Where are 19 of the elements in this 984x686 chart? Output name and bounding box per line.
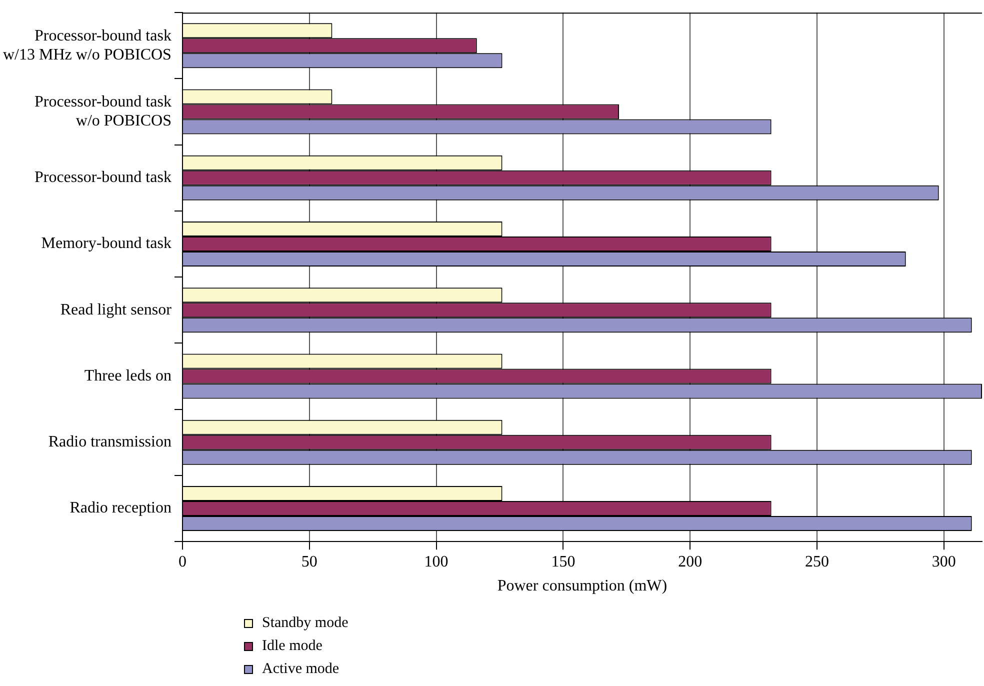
x-tick-label: 250 <box>805 553 830 570</box>
x-tick-label: 300 <box>932 553 956 570</box>
x-tick-label: 0 <box>178 553 186 570</box>
legend-label: Idle mode <box>262 637 322 656</box>
y-tick-label: Three leds on <box>84 367 172 384</box>
x-tick-label: 150 <box>551 553 576 570</box>
y-tick-label: Radio transmission <box>48 434 172 451</box>
x-tick-label: 100 <box>424 553 448 570</box>
y-tick-label: Processor-bound task <box>34 169 172 186</box>
x-tick-label: 50 <box>301 553 318 570</box>
y-tick-label: Memory-bound task <box>41 235 172 252</box>
y-tick-label: Processor-bound task w/o POBICOS <box>34 93 172 130</box>
x-axis-title: Power consumption (mW) <box>497 578 668 595</box>
y-tick-label: Radio reception <box>70 500 172 517</box>
y-tick-label: Read light sensor <box>60 301 172 318</box>
x-tick-label: 200 <box>678 553 702 570</box>
y-tick-label: Processor-bound task w/13 MHz w/o POBICOS <box>2 27 172 64</box>
legend-label: Standby mode <box>262 614 348 633</box>
legend-label: Active mode <box>262 660 340 679</box>
